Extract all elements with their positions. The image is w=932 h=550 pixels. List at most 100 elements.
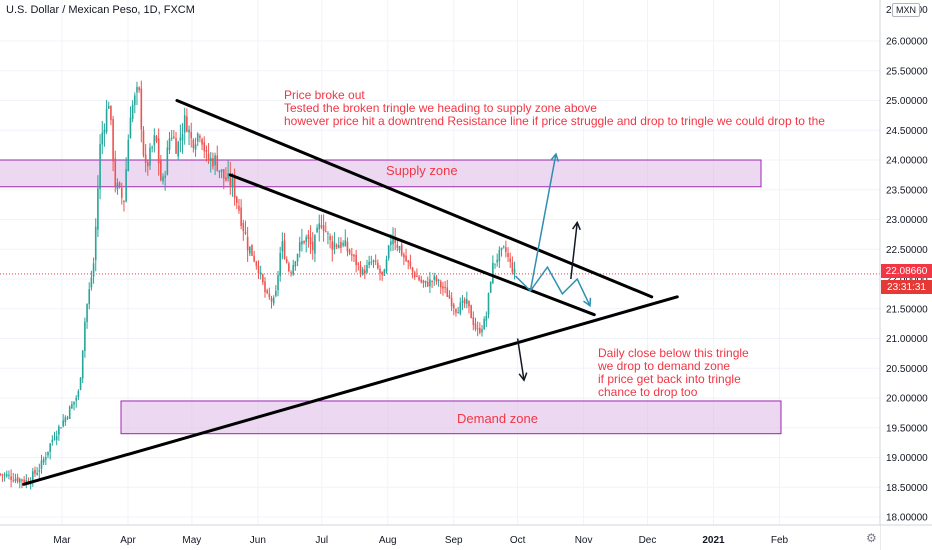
- demand-zone[interactable]: [120, 400, 782, 435]
- candle: [194, 137, 197, 157]
- candle: [268, 287, 271, 300]
- candle: [324, 221, 327, 233]
- candle: [3, 472, 6, 482]
- candle: [361, 266, 364, 276]
- candle: [60, 426, 62, 429]
- candle: [77, 389, 80, 400]
- candle: [53, 431, 56, 441]
- y-tick-label: 26.00000: [886, 37, 928, 48]
- candle: [439, 279, 442, 294]
- candle: [350, 247, 353, 262]
- candle: [303, 240, 305, 245]
- y-tick-label: 25.50000: [886, 66, 928, 77]
- candle: [262, 273, 264, 285]
- candle: [500, 247, 503, 257]
- broken-triangle-trendline[interactable]: [228, 173, 596, 317]
- candle: [94, 218, 97, 272]
- candle: [333, 232, 336, 255]
- candle: [140, 80, 143, 143]
- symbol-title: U.S. Dollar / Mexican Peso, 1D, FXCM: [6, 4, 195, 16]
- x-tick-label: May: [182, 535, 201, 546]
- candle: [233, 168, 236, 206]
- currency-button[interactable]: MXN: [892, 3, 920, 17]
- candle: [426, 276, 429, 288]
- y-tick-label: 20.50000: [886, 364, 928, 375]
- y-tick-label: 19.50000: [886, 423, 928, 434]
- candle: [21, 478, 23, 489]
- candle: [264, 277, 266, 298]
- candle: [372, 259, 375, 269]
- arrow-head: [572, 220, 581, 231]
- candle: [296, 253, 299, 267]
- candle: [429, 272, 431, 293]
- candle: [153, 128, 156, 153]
- candle: [38, 463, 41, 480]
- candle: [507, 247, 509, 262]
- candle: [149, 143, 151, 171]
- candle: [288, 261, 290, 273]
- candle: [340, 237, 342, 254]
- candle: [327, 231, 329, 245]
- candle: [505, 240, 507, 258]
- candle: [138, 86, 140, 93]
- projection-arrow[interactable]: [516, 338, 525, 381]
- candle: [0, 473, 2, 477]
- candle: [90, 270, 93, 291]
- projection-arrow[interactable]: [529, 153, 557, 292]
- candle: [151, 145, 153, 153]
- candle: [466, 291, 468, 309]
- candle: [279, 246, 281, 282]
- candle: [316, 224, 318, 233]
- candle: [1, 473, 4, 482]
- candle: [366, 259, 368, 274]
- candle: [298, 236, 301, 258]
- candle: [10, 469, 12, 488]
- time-axis[interactable]: Mar Apr May Jun Jul Aug Sep Oct Nov Dec 2021 Feb: [0, 524, 932, 550]
- candle: [201, 137, 203, 151]
- candle: [240, 199, 242, 230]
- candle: [342, 240, 344, 248]
- candle: [424, 280, 427, 288]
- candle: [18, 477, 21, 489]
- candle: [190, 122, 193, 148]
- candle: [305, 234, 308, 253]
- candle: [86, 303, 88, 329]
- candle: [381, 271, 383, 281]
- candle: [309, 225, 312, 254]
- candle: [292, 259, 295, 276]
- candle: [370, 255, 373, 266]
- candle: [192, 138, 195, 153]
- candle: [55, 430, 58, 446]
- candle: [364, 264, 366, 279]
- candle: [459, 297, 462, 316]
- candle: [209, 151, 212, 173]
- candle: [127, 134, 130, 172]
- candle: [88, 282, 91, 310]
- supply-zone[interactable]: [0, 159, 762, 188]
- candle: [68, 405, 71, 420]
- gear-icon[interactable]: ⚙: [866, 531, 877, 545]
- candle: [114, 150, 117, 193]
- candle: [455, 308, 457, 317]
- candle: [337, 237, 340, 249]
- candle: [12, 472, 15, 483]
- arrows: [514, 152, 592, 382]
- candle: [431, 280, 433, 289]
- candle: [97, 175, 99, 238]
- candle: [253, 250, 255, 263]
- ascending-support-trendline[interactable]: [22, 295, 679, 486]
- projection-arrow[interactable]: [514, 265, 591, 307]
- projection-arrow[interactable]: [570, 222, 578, 280]
- candle: [5, 470, 8, 478]
- candle: [45, 451, 47, 466]
- candle: [157, 128, 160, 176]
- candle: [357, 261, 360, 271]
- y-tick-label: 21.50000: [886, 304, 928, 315]
- candle: [259, 265, 262, 280]
- candle: [283, 232, 286, 260]
- candle: [348, 248, 351, 256]
- candle: [275, 285, 277, 298]
- candle: [387, 244, 390, 261]
- candle: [71, 401, 73, 410]
